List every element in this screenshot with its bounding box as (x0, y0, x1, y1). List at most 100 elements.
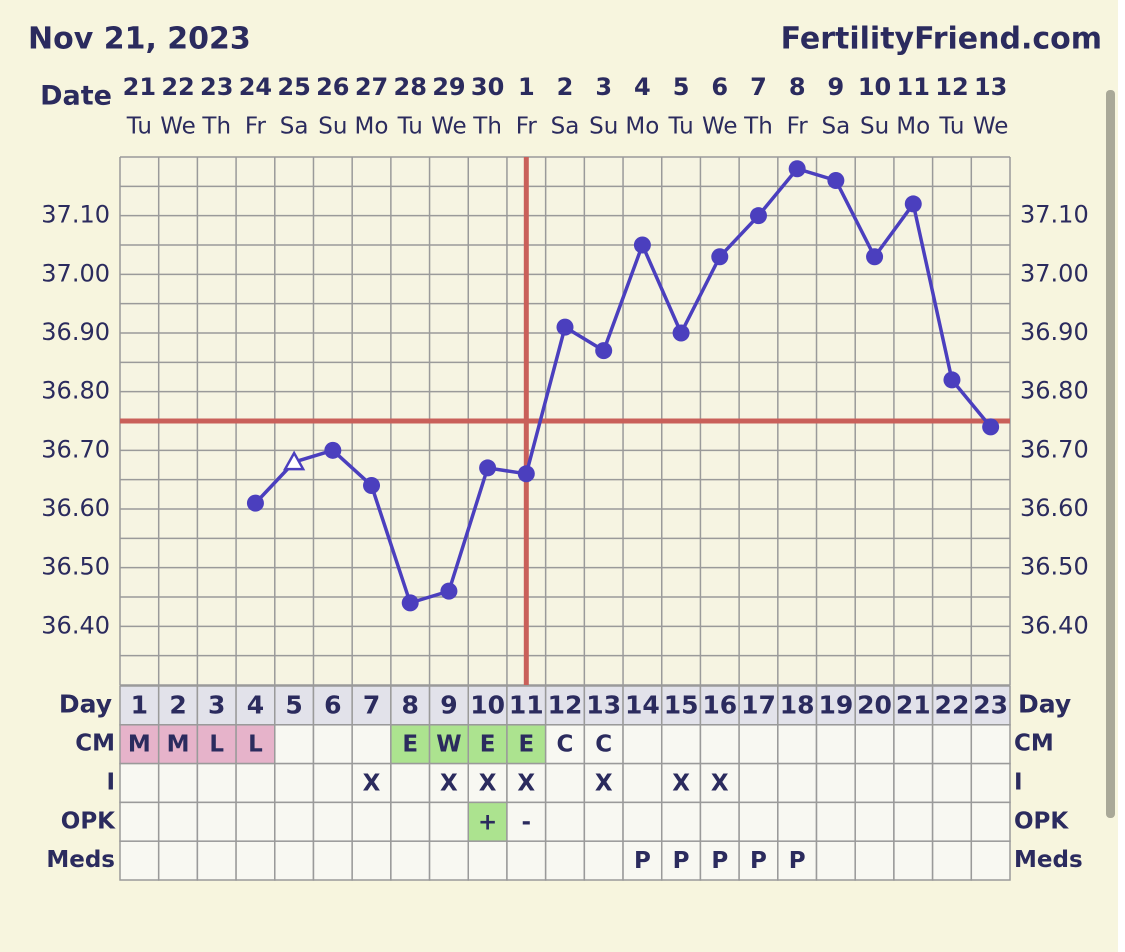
cell-text: P (789, 848, 806, 874)
table-cell (738, 724, 779, 765)
day-number: 18 (780, 690, 815, 719)
y-tick-label-right: 37.10 (1020, 201, 1089, 229)
table-cell (622, 801, 663, 842)
table-cell (312, 801, 353, 842)
table-cell (854, 840, 895, 881)
day-number: 6 (324, 690, 341, 719)
table-cell (931, 801, 973, 842)
table-cell (854, 801, 895, 842)
day-label-right: Day (1018, 689, 1071, 718)
day-cell (544, 685, 586, 726)
table-cell (854, 762, 895, 804)
table-cell (235, 762, 276, 804)
table-cell (815, 724, 856, 765)
scrollbar[interactable] (1106, 90, 1115, 818)
table-cell (312, 724, 353, 765)
day-number: 23 (973, 690, 1008, 719)
row-label: Meds (46, 847, 115, 873)
table-cell (970, 840, 1011, 881)
cell-text: X (440, 771, 458, 797)
day-number: 3 (208, 690, 225, 719)
date-label: 5 (673, 73, 690, 101)
day-number: 13 (586, 690, 621, 719)
day-number: 4 (247, 690, 264, 719)
cell-text: P (673, 848, 690, 874)
table-cell (544, 762, 586, 804)
temperature-point (982, 418, 1000, 436)
weekday-label: Su (860, 114, 889, 140)
table-cell (970, 724, 1011, 765)
date-label: 8 (789, 73, 806, 101)
table-cell (119, 840, 160, 881)
day-number: 10 (470, 690, 505, 719)
weekday-label: Th (743, 114, 773, 140)
table-cell (351, 762, 392, 804)
cell-text: X (363, 771, 381, 797)
temperature-point (479, 459, 497, 477)
table-cell (196, 840, 237, 881)
table-cell (660, 724, 702, 765)
table-cell (157, 801, 199, 842)
table-cell (815, 762, 856, 804)
day-cell (274, 685, 315, 726)
cell-text: C (557, 732, 574, 758)
y-tick-label-right: 37.00 (1020, 259, 1089, 287)
table-cell (777, 840, 818, 881)
cell-text: X (479, 771, 497, 797)
date-label: 4 (634, 73, 651, 101)
date-label: 21 (123, 73, 156, 101)
table-cell (893, 762, 934, 804)
y-tick-label-right: 36.40 (1020, 611, 1089, 639)
y-tick-label-right: 36.50 (1020, 553, 1089, 581)
day-number: 21 (896, 690, 931, 719)
day-label: Day (59, 689, 112, 718)
temperature-point (866, 248, 884, 266)
day-number: 14 (625, 690, 660, 719)
date-label: 22 (161, 73, 194, 101)
table-cell (390, 840, 431, 881)
table-cell (970, 762, 1011, 804)
day-number: 5 (285, 690, 302, 719)
cell-text: X (711, 771, 729, 797)
cell-text: E (518, 732, 534, 758)
table-cell (390, 801, 431, 842)
y-tick-label-right: 36.60 (1020, 494, 1089, 522)
cell-text: + (478, 809, 497, 835)
y-tick-label: 37.00 (41, 259, 110, 287)
day-cell (622, 685, 663, 726)
date-label: 12 (935, 73, 968, 101)
cell-text: E (480, 732, 496, 758)
date-label: 26 (316, 73, 349, 101)
temperature-point (943, 371, 961, 389)
date-label: 1 (518, 73, 535, 101)
table-cell (351, 840, 392, 881)
date-label: 30 (471, 73, 504, 101)
temperature-point (749, 207, 767, 225)
day-cell (970, 685, 1011, 726)
table-cell (506, 840, 547, 881)
table-cell (544, 724, 586, 765)
temperature-point (363, 477, 381, 495)
weekday-label: Tu (668, 114, 694, 140)
day-number: 17 (741, 690, 776, 719)
table-cell (777, 762, 818, 804)
table-cell (738, 801, 779, 842)
weekday-label: Fr (245, 114, 267, 140)
weekday-label: Th (201, 114, 231, 140)
table-cell (815, 840, 856, 881)
table-cell (931, 724, 973, 765)
table-cell (274, 762, 315, 804)
date-label: 23 (200, 73, 233, 101)
weekday-label: Th (472, 114, 502, 140)
table-cell (467, 840, 508, 881)
cell-text: P (711, 848, 728, 874)
table-cell (970, 801, 1011, 842)
temperature-point (246, 494, 264, 512)
cell-text: P (634, 848, 651, 874)
day-number: 12 (548, 690, 583, 719)
cell-text: L (248, 732, 263, 758)
table-cell (157, 840, 199, 881)
temperature-point (788, 160, 806, 178)
weekday-label: Tu (126, 114, 152, 140)
